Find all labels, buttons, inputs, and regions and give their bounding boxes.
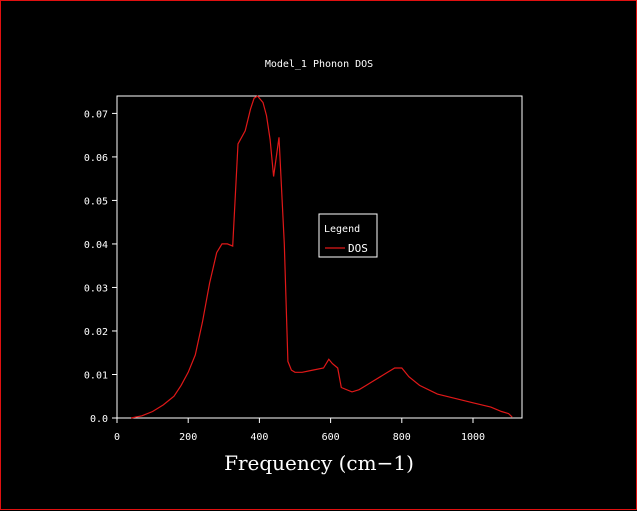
y-tick-label: 0.06: [84, 153, 108, 164]
plot-area: [116, 95, 523, 419]
x-tick-label: 600: [322, 432, 340, 443]
y-tick-label: 0.03: [84, 283, 108, 294]
x-tick-label: 0: [114, 432, 120, 443]
y-tick-label: 0.07: [84, 109, 108, 120]
x-axis-label: Frequency (cm−1): [224, 451, 414, 475]
y-tick-label: 0.01: [84, 370, 108, 381]
legend-title: Legend: [324, 224, 360, 235]
x-tick-label: 400: [250, 432, 268, 443]
y-tick-label: 0.04: [84, 240, 108, 251]
legend-box: [318, 213, 378, 258]
legend-label-dos: DOS: [348, 242, 368, 255]
legend: Legend DOS: [318, 213, 378, 258]
y-tick-label: 0.05: [84, 196, 108, 207]
chart-title: Model_1 Phonon DOS: [265, 59, 373, 70]
x-axis: 0 200 400 600 800 1000: [114, 418, 485, 443]
y-tick-label: 0.02: [84, 327, 108, 338]
y-tick-label: 0.0: [90, 414, 108, 425]
x-tick-label: 800: [393, 432, 411, 443]
x-tick-label: 1000: [461, 432, 485, 443]
series-line-dos: [131, 95, 513, 419]
x-tick-label: 200: [179, 432, 197, 443]
y-axis: 0.0 0.01 0.02 0.03 0.04 0.05 0.06 0.07: [84, 109, 117, 425]
